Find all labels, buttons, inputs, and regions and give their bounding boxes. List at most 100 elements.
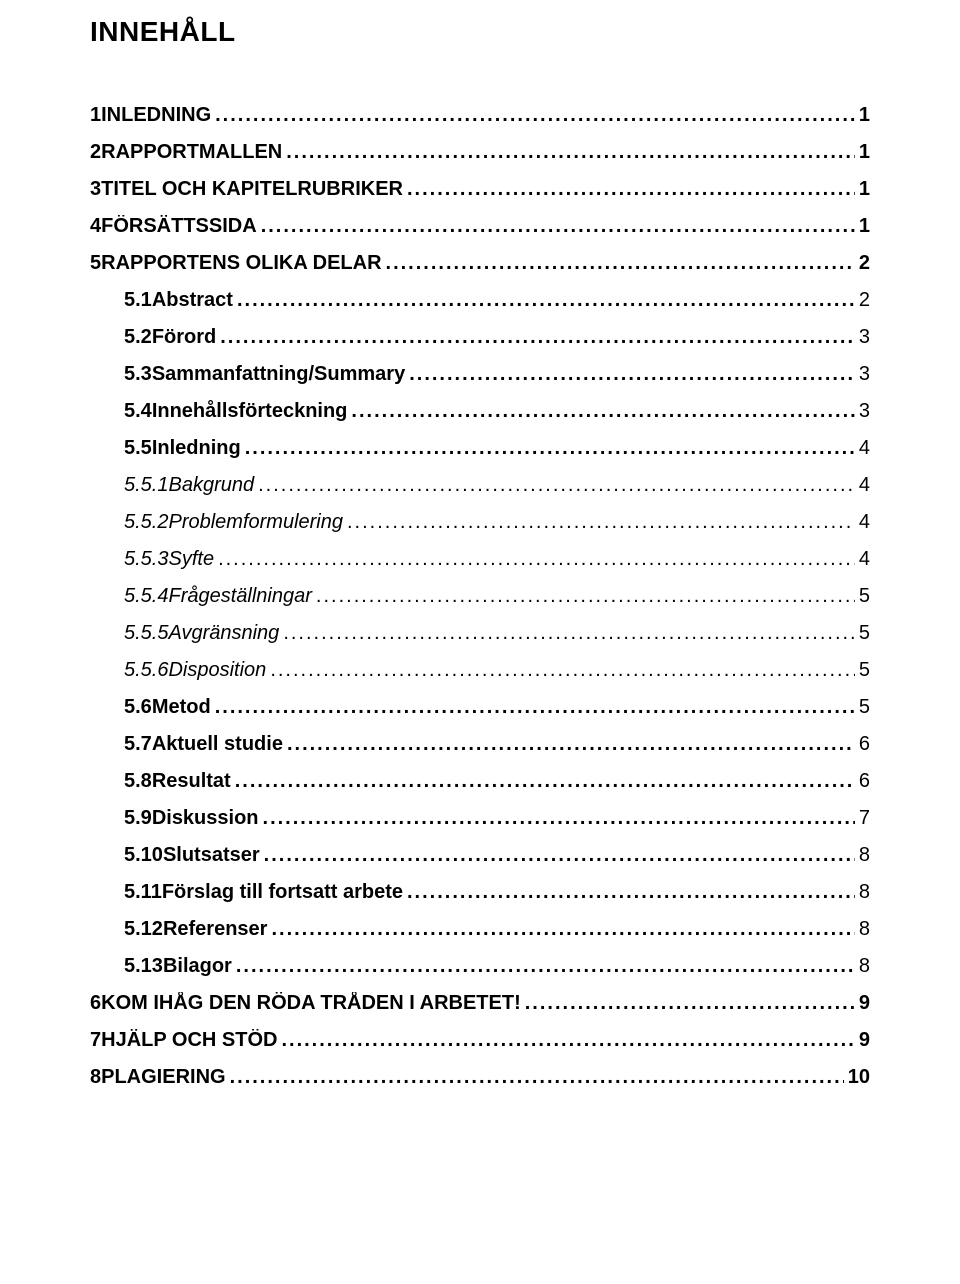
toc-entry-label: Bilagor	[163, 955, 232, 978]
toc-entry-number: 5.12	[124, 918, 163, 941]
toc-entry: 2RAPPORTMALLEN1	[90, 141, 870, 164]
toc-entry-label: Metod	[152, 696, 211, 719]
toc-entry-label: Sammanfattning/Summary	[152, 363, 405, 386]
toc-entry-page: 5	[859, 659, 870, 682]
toc-entry-label: Abstract	[152, 289, 233, 312]
toc-leader-dots	[407, 881, 855, 904]
toc-entry-number: 5.7	[124, 733, 152, 756]
toc-entry-page: 1	[859, 178, 870, 201]
toc-entry: 5.8Resultat6	[90, 770, 870, 793]
toc-leader-dots	[347, 511, 855, 534]
toc-entry-label: Slutsatser	[163, 844, 260, 867]
toc-entry: 1INLEDNING1	[90, 104, 870, 127]
toc-entry-label: Diskussion	[152, 807, 259, 830]
page-container: INNEHÅLL 1INLEDNING12RAPPORTMALLEN13TITE…	[0, 0, 960, 1284]
toc-entry-label: Problemformulering	[168, 511, 343, 534]
toc-entry-page: 1	[859, 215, 870, 238]
toc-entry: 3TITEL OCH KAPITELRUBRIKER1	[90, 178, 870, 201]
toc-entry-number: 7	[90, 1029, 101, 1052]
toc-entry-page: 3	[859, 326, 870, 349]
toc-leader-dots	[271, 918, 854, 941]
toc-entry-page: 7	[859, 807, 870, 830]
toc-entry-page: 8	[859, 881, 870, 904]
toc-entry-label: Förslag till fortsatt arbete	[162, 881, 403, 904]
toc-leader-dots	[270, 659, 855, 682]
toc-entry-number: 5.5.3	[124, 548, 168, 571]
toc-leader-dots	[261, 215, 855, 238]
toc-leader-dots	[281, 1029, 854, 1052]
toc-entry: 5.3Sammanfattning/Summary 3	[90, 363, 870, 386]
toc-entry-number: 1	[90, 104, 101, 127]
toc-entry-label: RAPPORTMALLEN	[101, 141, 282, 164]
toc-entry-label: Frågeställningar	[168, 585, 311, 608]
toc-entry-page: 3	[859, 363, 870, 386]
toc-entry-page: 5	[859, 696, 870, 719]
toc-entry-page: 1	[859, 104, 870, 127]
toc-entry: 4FÖRSÄTTSSIDA1	[90, 215, 870, 238]
toc-entry-page: 4	[859, 511, 870, 534]
toc-entry-page: 5	[859, 622, 870, 645]
toc-entry-label: Referenser	[163, 918, 268, 941]
toc-leader-dots	[215, 696, 855, 719]
toc-entry-label: Avgränsning	[168, 622, 279, 645]
toc-entry-number: 5.3	[124, 363, 152, 386]
toc-entry-page: 4	[859, 437, 870, 460]
toc-entry-number: 3	[90, 178, 101, 201]
toc-entry: 5RAPPORTENS OLIKA DELAR 2	[90, 252, 870, 275]
toc-entry: 5.10Slutsatser 8	[90, 844, 870, 867]
toc-entry-page: 2	[859, 289, 870, 312]
toc-entry: 5.5.1Bakgrund4	[90, 474, 870, 497]
toc-entry: 5.5.4Frågeställningar 5	[90, 585, 870, 608]
toc-entry: 5.4Innehållsförteckning3	[90, 400, 870, 423]
toc-entry-label: Disposition	[168, 659, 266, 682]
toc-entry-number: 4	[90, 215, 101, 238]
toc-leader-dots	[286, 141, 855, 164]
toc-entry-page: 5	[859, 585, 870, 608]
toc-entry-number: 5.8	[124, 770, 152, 793]
toc-leader-dots	[263, 807, 855, 830]
toc-leader-dots	[235, 770, 855, 793]
toc-entry-label: RAPPORTENS OLIKA DELAR	[101, 252, 381, 275]
toc-entry-number: 5.4	[124, 400, 152, 423]
toc-entry-page: 3	[859, 400, 870, 423]
toc-entry-page: 2	[859, 252, 870, 275]
table-of-contents: 1INLEDNING12RAPPORTMALLEN13TITEL OCH KAP…	[90, 104, 870, 1089]
toc-leader-dots	[283, 622, 855, 645]
toc-entry-label: PLAGIERING	[101, 1066, 225, 1089]
toc-entry-label: KOM IHÅG DEN RÖDA TRÅDEN I ARBETET!	[101, 992, 521, 1015]
toc-entry: 8PLAGIERING10	[90, 1066, 870, 1089]
toc-entry-number: 5.2	[124, 326, 152, 349]
toc-entry: 5.11Förslag till fortsatt arbete 8	[90, 881, 870, 904]
toc-entry-number: 5.6	[124, 696, 152, 719]
toc-entry-number: 5.9	[124, 807, 152, 830]
toc-entry-page: 8	[859, 844, 870, 867]
toc-entry-number: 5.11	[124, 881, 162, 904]
toc-entry: 5.6Metod 5	[90, 696, 870, 719]
toc-entry-number: 8	[90, 1066, 101, 1089]
toc-entry-number: 5.5.4	[124, 585, 168, 608]
toc-entry-page: 9	[859, 992, 870, 1015]
toc-leader-dots	[220, 326, 855, 349]
toc-entry: 5.12Referenser8	[90, 918, 870, 941]
toc-entry: 5.5.2Problemformulering4	[90, 511, 870, 534]
toc-entry-number: 5.5	[124, 437, 152, 460]
toc-leader-dots	[236, 955, 855, 978]
toc-entry-number: 5.1	[124, 289, 152, 312]
toc-leader-dots	[351, 400, 854, 423]
toc-entry: 6KOM IHÅG DEN RÖDA TRÅDEN I ARBETET!9	[90, 992, 870, 1015]
toc-entry-number: 5.10	[124, 844, 163, 867]
toc-entry-page: 8	[859, 955, 870, 978]
toc-entry-number: 5.13	[124, 955, 163, 978]
toc-leader-dots	[237, 289, 855, 312]
toc-leader-dots	[230, 1066, 844, 1089]
toc-leader-dots	[215, 104, 855, 127]
toc-entry-label: Syfte	[168, 548, 214, 571]
toc-entry-page: 4	[859, 548, 870, 571]
toc-entry-label: Förord	[152, 326, 216, 349]
toc-leader-dots	[525, 992, 855, 1015]
toc-entry-page: 4	[859, 474, 870, 497]
toc-leader-dots	[218, 548, 855, 571]
toc-entry-number: 5	[90, 252, 101, 275]
toc-leader-dots	[386, 252, 855, 275]
toc-leader-dots	[258, 474, 855, 497]
